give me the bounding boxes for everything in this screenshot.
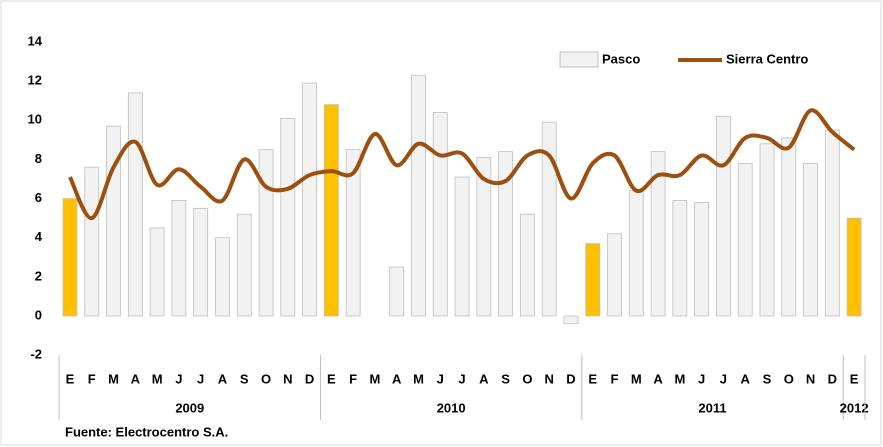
x-tick-label: D (566, 371, 575, 386)
x-tick-label: A (392, 371, 402, 386)
bar (650, 151, 666, 317)
line-series (68, 108, 856, 221)
bar (215, 237, 230, 317)
bar (781, 137, 797, 317)
x-tick-label: D (305, 371, 314, 386)
x-tick-label: M (370, 371, 381, 386)
x-tick-label: N (806, 371, 815, 386)
legend-swatch (559, 51, 599, 68)
x-tick-label: M (152, 371, 163, 386)
x-tick-label: E (327, 371, 336, 386)
bar (803, 162, 818, 317)
x-tick-label: O (784, 371, 794, 386)
x-tick-label: N (283, 371, 292, 386)
bar (236, 213, 252, 317)
y-tick-label: 0 (35, 307, 42, 322)
bar (411, 74, 426, 317)
bar (454, 176, 470, 317)
x-group-label: 2012 (840, 400, 869, 415)
bar (62, 198, 78, 317)
source-note: Fuente: Electrocentro S.A. (65, 424, 228, 439)
x-tick-label: S (501, 371, 510, 386)
bar (171, 200, 187, 317)
bar (824, 129, 840, 317)
bar (302, 82, 317, 317)
x-tick-label: M (631, 371, 642, 386)
bar (280, 117, 296, 317)
x-tick-label: A (653, 371, 663, 386)
bar (127, 92, 143, 317)
x-tick-label: S (240, 371, 249, 386)
x-tick-label: J (698, 371, 705, 386)
x-tick-label: A (218, 371, 228, 386)
x-tick-label: J (197, 371, 204, 386)
bar (149, 227, 165, 317)
x-group-label: 2010 (437, 400, 466, 415)
x-tick-label: J (175, 371, 182, 386)
bar (498, 151, 514, 317)
x-tick-label: F (349, 371, 357, 386)
bar (258, 149, 274, 317)
y-tick-label: 14 (28, 33, 43, 48)
y-tick-label: 8 (35, 151, 42, 166)
bar (323, 104, 339, 317)
bar (432, 112, 448, 317)
bar (519, 213, 535, 317)
x-group-label: 2011 (698, 400, 726, 415)
bar (541, 121, 557, 317)
x-tick-label: E (588, 371, 597, 386)
x-tick-label: A (131, 371, 141, 386)
y-tick-label: 2 (35, 268, 42, 283)
y-tick-label: 12 (28, 73, 42, 88)
x-tick-label: S (763, 371, 772, 386)
y-tick-label: 4 (35, 229, 43, 244)
x-tick-label: A (741, 371, 751, 386)
bar (694, 202, 710, 317)
bar (607, 233, 622, 317)
bar (389, 266, 405, 317)
bar (84, 166, 100, 317)
x-tick-label: J (720, 371, 727, 386)
legend-label: Sierra Centro (726, 51, 808, 66)
bar (585, 243, 601, 317)
bar (563, 315, 579, 325)
x-tick-label: J (437, 371, 444, 386)
x-tick-label: D (828, 371, 837, 386)
x-tick-label: O (261, 371, 271, 386)
bar (672, 200, 688, 317)
x-tick-label: O (522, 371, 532, 386)
x-tick-label: M (413, 371, 424, 386)
bar (716, 115, 731, 317)
x-tick-label: E (66, 371, 75, 386)
x-tick-label: E (850, 371, 859, 386)
bar (846, 217, 862, 317)
bar (476, 157, 492, 317)
bar (759, 143, 775, 317)
y-tick-label: 6 (35, 190, 42, 205)
x-tick-label: A (479, 371, 489, 386)
bar (345, 149, 361, 317)
bar (628, 190, 644, 317)
y-tick-label: 10 (28, 112, 42, 127)
x-tick-label: N (544, 371, 553, 386)
x-tick-label: J (458, 371, 465, 386)
bar (737, 162, 753, 317)
y-tick-label: -2 (30, 347, 42, 362)
legend-label: Pasco (602, 51, 640, 66)
x-group-label: 2009 (175, 400, 204, 415)
x-tick-label: F (88, 371, 96, 386)
bar (193, 207, 209, 317)
x-tick-label: M (108, 371, 119, 386)
x-tick-label: M (674, 371, 685, 386)
x-tick-label: F (611, 371, 619, 386)
